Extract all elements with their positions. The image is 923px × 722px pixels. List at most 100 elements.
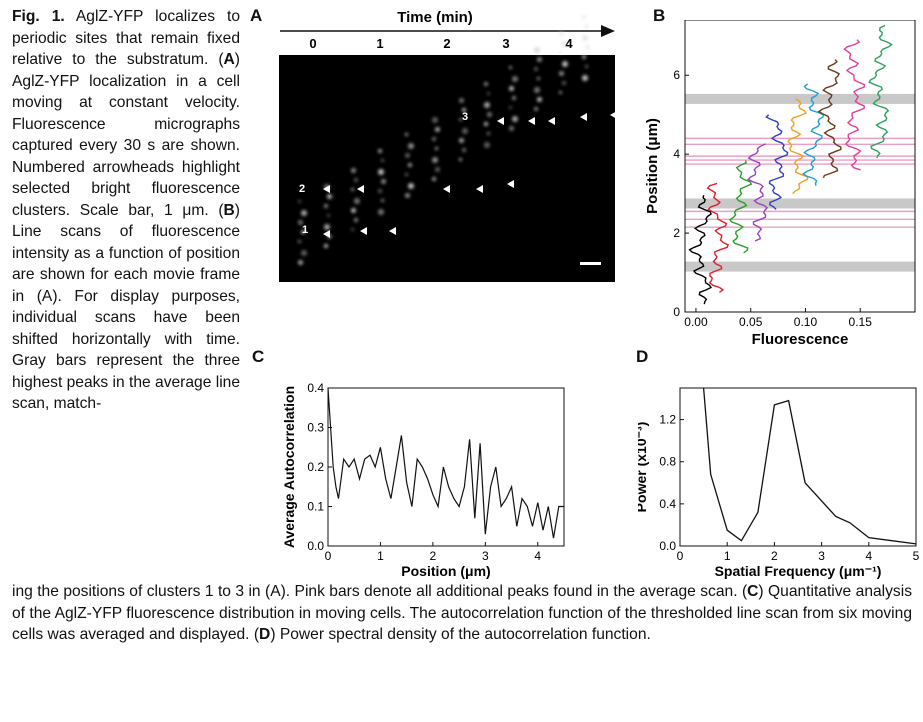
fluorescence-cluster — [381, 159, 384, 162]
line-scan-trace — [688, 195, 713, 305]
fluorescence-cluster — [462, 128, 468, 134]
arrowhead-marker — [443, 185, 450, 193]
caption-letter-c: C — [747, 583, 759, 600]
y-tick-label: 0.2 — [307, 460, 324, 474]
y-axis-label: Average Autocorrelation — [281, 386, 297, 548]
y-tick-label: 0.8 — [659, 455, 676, 469]
fluorescence-cluster — [298, 260, 303, 265]
fluorescence-cluster — [582, 55, 586, 59]
fluorescence-cluster — [585, 65, 588, 68]
fluorescence-cluster — [559, 91, 562, 94]
caption-text-2: ) Quantitative analysis of the AglZ-YFP … — [12, 583, 912, 643]
fluorescence-cluster — [509, 106, 512, 109]
caption-letter-a: A — [223, 51, 235, 68]
fluorescence-cluster — [534, 107, 538, 111]
fluorescence-cluster — [509, 66, 512, 69]
arrowhead-marker — [476, 185, 483, 193]
fluorescence-cluster — [585, 45, 590, 50]
line-scan-trace — [787, 98, 809, 195]
arrowhead-marker — [323, 185, 330, 193]
x-tick-label: 3 — [482, 549, 489, 563]
fluorescence-cluster — [405, 193, 410, 198]
arrowhead-marker — [580, 113, 587, 121]
fluorescence-cluster — [351, 168, 356, 173]
fluorescence-cluster — [512, 76, 518, 82]
fluorescence-cluster — [432, 137, 436, 141]
fluorescence-cluster — [562, 41, 566, 45]
fluorescence-cluster — [408, 143, 414, 149]
cluster-label-3: 3 — [462, 111, 469, 123]
x-tick-label: 0 — [677, 549, 684, 563]
fluorescence-cluster — [301, 230, 305, 234]
arrowhead-marker — [497, 117, 504, 125]
arrowhead-marker — [610, 111, 617, 119]
line-scan-trace — [706, 182, 729, 293]
x-tick-label: 0.15 — [849, 315, 873, 329]
autocorrelation-chart: 0 1 2 3 4 0.0 0.1 0.2 0.3 0.4 Position (μm) Average… — [281, 381, 565, 579]
arrowhead-marker — [360, 227, 367, 235]
caption-letter-d: D — [259, 626, 271, 643]
panel-b-letter: B — [653, 6, 666, 25]
panel-c-letter: C — [252, 347, 265, 366]
arrowhead-marker — [323, 230, 330, 238]
x-tick-label: 5 — [913, 549, 920, 563]
y-tick-label: 0.4 — [659, 497, 676, 511]
fluorescence-cluster — [537, 77, 540, 80]
figure-caption-bottom: ing the positions of clusters 1 to 3 in … — [12, 581, 912, 646]
fluorescence-cluster — [298, 240, 301, 243]
fluorescence-cluster — [459, 138, 464, 143]
y-tick-label: 2 — [673, 226, 680, 240]
fluorescence-cluster — [351, 188, 354, 191]
y-axis-label: Position (μm) — [644, 118, 661, 214]
fluorescence-cluster — [405, 173, 408, 176]
fluorescence-cluster — [459, 158, 462, 161]
fluorescence-cluster — [378, 169, 384, 175]
y-tick-label: 1.2 — [659, 413, 676, 427]
figure-label: Fig. 1. — [12, 8, 65, 25]
fluorescence-cluster — [462, 148, 466, 152]
fluorescence-cluster — [435, 147, 438, 150]
fluorescence-cluster — [324, 224, 330, 230]
fluorescence-cluster — [327, 194, 332, 199]
fluorescence-cluster — [534, 67, 538, 71]
fluorescence-cluster — [378, 149, 382, 153]
y-tick-label: 4 — [673, 147, 680, 161]
x-tick-label: 4 — [534, 549, 541, 563]
x-tick-label: 2 — [430, 549, 437, 563]
fluorescence-cluster — [537, 97, 542, 102]
cluster-label-2: 2 — [299, 183, 306, 195]
fluorescence-cluster — [354, 218, 358, 222]
autocorrelation-line — [327, 387, 564, 539]
fluorescence-cluster — [351, 208, 356, 213]
caption-letter-b: B — [223, 201, 235, 219]
fluorescence-cluster — [509, 86, 514, 91]
fluorescence-cluster — [459, 98, 464, 103]
power-spectrum-line — [702, 387, 917, 545]
time-axis: Time (min) 0 1 2 3 4 — [280, 9, 615, 51]
fluorescence-cluster — [462, 108, 466, 112]
fluorescence-cluster — [484, 82, 488, 86]
x-tick-label: 3 — [818, 549, 825, 563]
plot-frame — [327, 387, 565, 547]
panel-d-letter: D — [636, 347, 649, 366]
fluorescence-cluster — [432, 117, 438, 123]
fluorescence-cluster — [509, 126, 514, 131]
x-axis-label: Fluorescence — [752, 331, 849, 348]
arrowhead-marker — [507, 180, 514, 188]
time-tick: 4 — [565, 36, 573, 51]
plot-frame — [684, 20, 916, 313]
gray-peak-bar — [685, 261, 915, 272]
gray-peak-bar — [685, 198, 915, 209]
x-tick-label: 0 — [325, 549, 332, 563]
fluorescence-cluster — [378, 189, 382, 193]
line-scan-chart: 0.00 0.05 0.10 0.15 0 2 4 6 Fluorescence Position… — [644, 20, 916, 348]
x-axis-label: Spatial Frequency (μm⁻¹) — [715, 563, 882, 579]
scale-bar — [580, 262, 601, 265]
line-scan-trace — [747, 143, 769, 242]
fluorescence-cluster — [408, 183, 414, 189]
fluorescence-cluster — [432, 177, 436, 181]
line-scan-trace — [843, 39, 866, 171]
fluorescence-cluster — [405, 133, 408, 136]
arrowhead-marker — [357, 185, 364, 193]
power-spectrum-chart: 0 1 2 3 4 5 0.0 0.4 0.8 1.2 Spatial Frequency (μm⁻… — [638, 387, 920, 579]
